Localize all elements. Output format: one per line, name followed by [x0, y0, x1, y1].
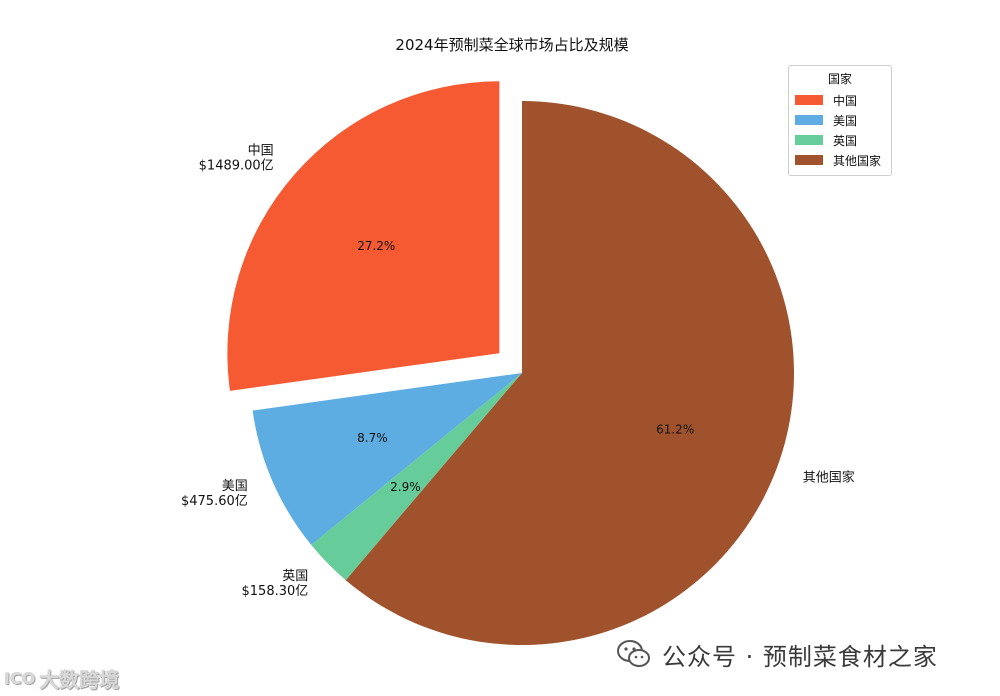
watermark: 公众号 · 预制菜食材之家 [616, 636, 938, 672]
legend-label: 美国 [833, 113, 858, 128]
brand-logo: ICO 大数跨境 [4, 664, 119, 693]
wechat-icon [617, 640, 650, 667]
logo-text: 大数跨境 [39, 668, 120, 692]
chart-title: 2024年预制菜全球市场占比及规模 [395, 36, 628, 54]
pie-outer-label-line: 英国 [282, 569, 308, 584]
pie-pct-label-4: 61.2% [656, 422, 694, 436]
legend-swatch [795, 115, 823, 125]
pie-outer-label-line: $475.60亿 [181, 494, 248, 509]
pie-outer-label-4: 其他国家 [803, 469, 855, 485]
pie-outer-label-2: 美国$475.60亿 [181, 479, 248, 509]
legend: 国家 中国美国英国其他国家 [788, 65, 892, 176]
pie-outer-label-line: $158.30亿 [242, 584, 309, 599]
legend-label: 中国 [833, 93, 858, 108]
legend-item-3: 英国 [795, 130, 885, 150]
pie-outer-label-line: 中国 [248, 143, 274, 158]
pie-slices [227, 81, 794, 646]
legend-item-1: 中国 [795, 90, 885, 110]
pie-outer-label-3: 英国$158.30亿 [242, 569, 309, 599]
legend-item-4: 其他国家 [795, 150, 885, 170]
legend-label: 英国 [833, 133, 858, 148]
pie-pct-label-3: 2.9% [390, 480, 421, 494]
legend-swatch [795, 135, 823, 145]
pie-slice-1 [227, 81, 500, 391]
legend-title: 国家 [827, 72, 852, 86]
pie-outer-label-line: $1489.00亿 [199, 158, 274, 173]
pie-pct-label-1: 27.2% [357, 239, 395, 253]
pie-outer-label-1: 中国$1489.00亿 [199, 143, 274, 173]
pie-outer-label-line: 美国 [222, 479, 248, 494]
infinity-logo-icon: ICO [4, 669, 36, 688]
legend-swatch [795, 95, 823, 105]
legend-label: 其他国家 [833, 153, 882, 168]
pie-slice-4 [345, 101, 794, 646]
pie-labels: 27.2% 中国$1489.00亿 8.7% 美国$475.60亿 2.9% 英国$158… [181, 143, 855, 599]
watermark-text: 公众号 · 预制菜食材之家 [662, 642, 938, 671]
legend-item-2: 美国 [795, 110, 885, 130]
pie-pct-label-2: 8.7% [357, 431, 388, 445]
legend-swatch [795, 155, 823, 165]
pie-outer-label-line: 其他国家 [803, 469, 855, 485]
pie-slice-3 [311, 373, 522, 581]
pie-slice-2 [252, 373, 522, 545]
